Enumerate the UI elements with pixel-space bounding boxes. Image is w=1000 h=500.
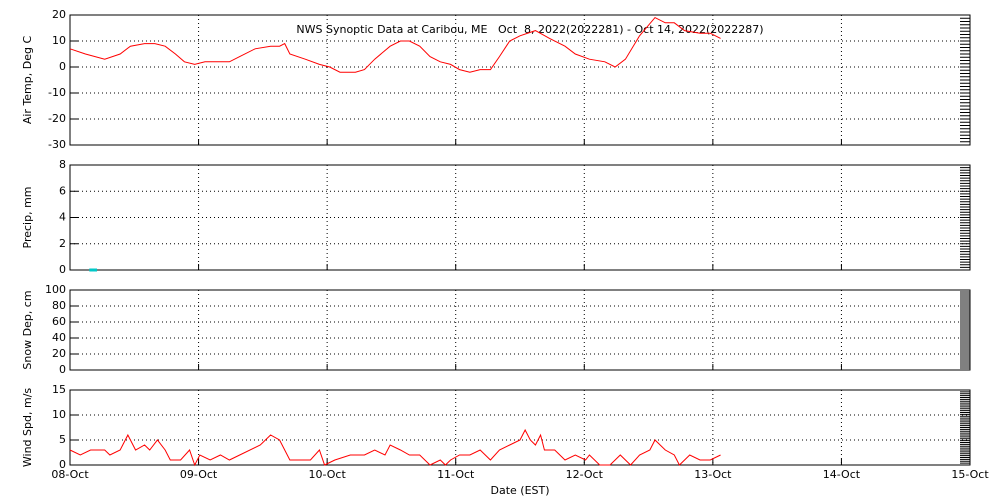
- y-axis-label: Precip, mm: [21, 187, 34, 249]
- plot-frame: [69, 164, 971, 271]
- y-tick-label: 0: [59, 363, 66, 376]
- y-tick-label: 80: [52, 299, 66, 312]
- y-axis-label: Wind Spd, m/s: [21, 388, 34, 468]
- y-tick-label: 10: [52, 408, 66, 421]
- y-tick-label: 0: [59, 60, 66, 73]
- y-tick-label: 100: [45, 283, 66, 296]
- chart-title: NWS Synoptic Data at Caribou, ME Oct 8, …: [296, 23, 763, 36]
- y-tick-label: 20: [52, 347, 66, 360]
- x-tick-label: 12-Oct: [566, 468, 604, 481]
- data-line: [69, 16, 721, 73]
- data-line: [69, 428, 721, 467]
- y-tick-label: 10: [52, 34, 66, 47]
- y-tick-label: 2: [59, 237, 66, 250]
- y-tick-label: 6: [59, 184, 66, 197]
- y-tick-label: 15: [52, 383, 66, 396]
- y-tick-label: -30: [48, 138, 66, 151]
- y-tick-label: 0: [59, 263, 66, 276]
- x-axis-label: Date (EST): [490, 484, 549, 497]
- y-axis-label: Snow Dep, cm: [21, 290, 34, 369]
- x-tick-label: 13-Oct: [694, 468, 732, 481]
- y-tick-label: -10: [48, 86, 66, 99]
- x-tick-label: 08-Oct: [51, 468, 89, 481]
- x-tick-label: 11-Oct: [437, 468, 475, 481]
- plot-frame: [69, 389, 971, 466]
- x-tick-label: 14-Oct: [823, 468, 861, 481]
- y-tick-label: 40: [52, 331, 66, 344]
- y-tick-label: 60: [52, 315, 66, 328]
- plot-frame: [69, 289, 971, 371]
- plot-frame: [69, 14, 971, 146]
- x-tick-label: 15-Oct: [951, 468, 989, 481]
- y-tick-label: 20: [52, 8, 66, 21]
- x-tick-label: 10-Oct: [308, 468, 346, 481]
- y-tick-label: 0: [59, 458, 66, 471]
- y-tick-label: 4: [59, 211, 66, 224]
- x-tick-label: 09-Oct: [180, 468, 218, 481]
- y-tick-label: -20: [48, 112, 66, 125]
- y-tick-label: 5: [59, 433, 66, 446]
- y-axis-label: Air Temp, Deg C: [21, 36, 34, 125]
- y-tick-label: 8: [59, 158, 66, 171]
